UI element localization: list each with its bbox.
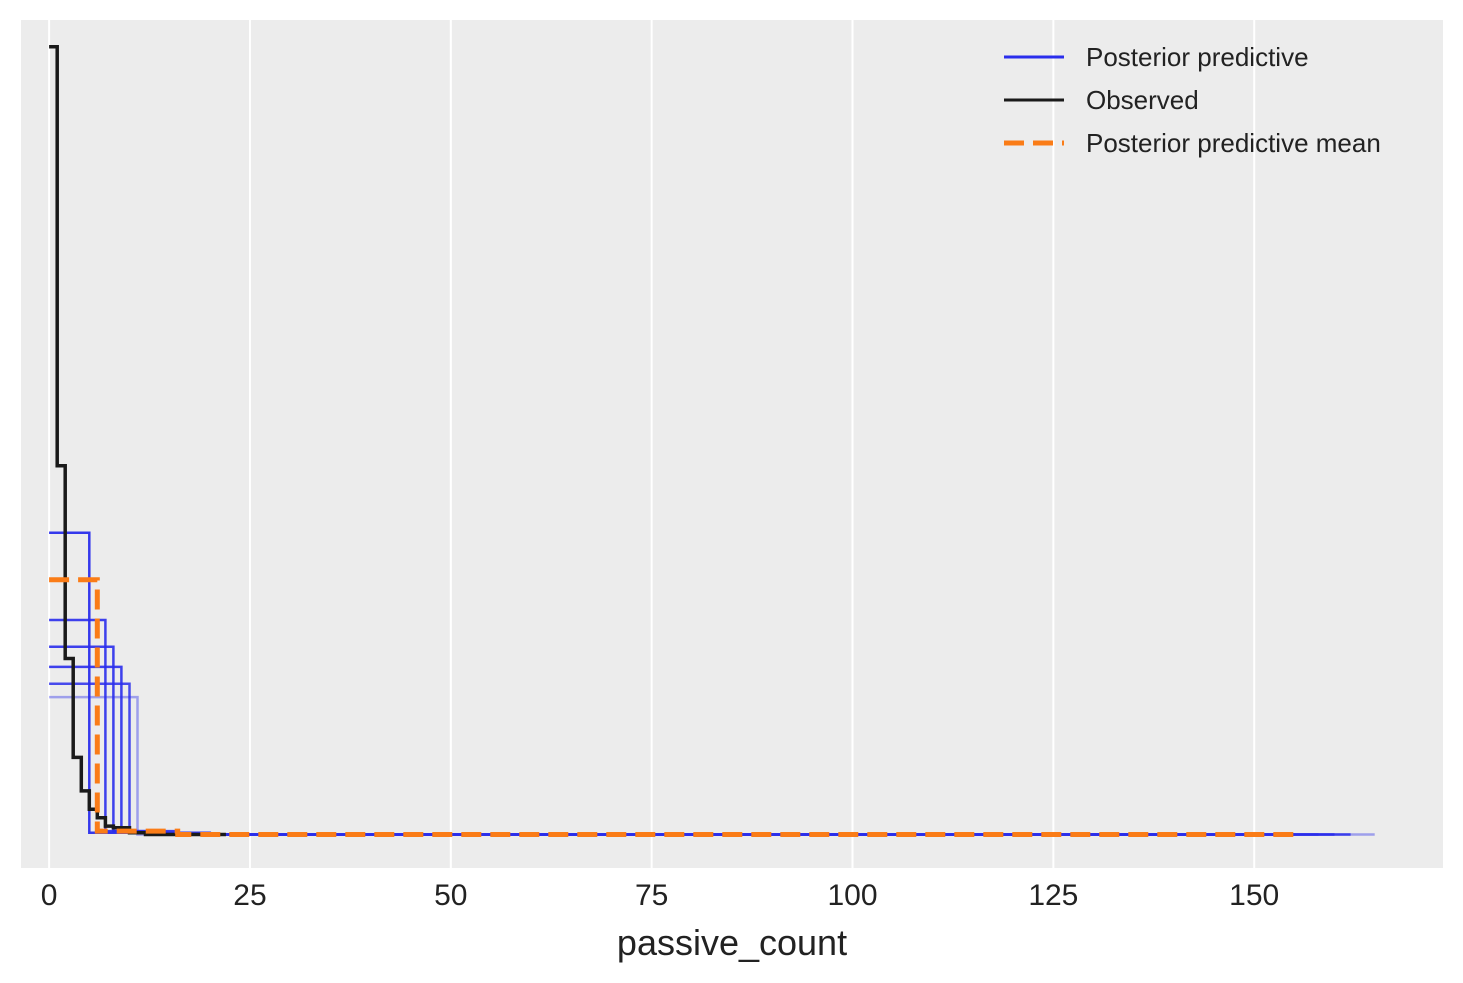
legend-label-observed: Observed <box>1086 85 1199 115</box>
x-axis-ticks: 0 25 50 75 100 125 150 <box>41 879 1279 912</box>
legend-label-posterior-predictive-mean: Posterior predictive mean <box>1086 128 1381 158</box>
legend: Posterior predictive Observed Posterior … <box>1004 42 1381 158</box>
series-line-mean <box>49 577 1299 837</box>
x-tick-label: 75 <box>635 879 668 912</box>
x-tick-label: 125 <box>1028 879 1078 912</box>
x-tick-label: 0 <box>41 879 58 912</box>
x-tick-label: 150 <box>1229 879 1279 912</box>
grid-lines <box>48 20 1256 868</box>
series-lines <box>49 45 1375 837</box>
x-tick-label: 100 <box>827 879 877 912</box>
plot-background <box>21 20 1443 868</box>
x-tick-label: 50 <box>434 879 467 912</box>
legend-label-posterior-predictive: Posterior predictive <box>1086 42 1309 72</box>
x-axis-label: passive_count <box>617 922 847 963</box>
x-tick-label: 25 <box>233 879 266 912</box>
